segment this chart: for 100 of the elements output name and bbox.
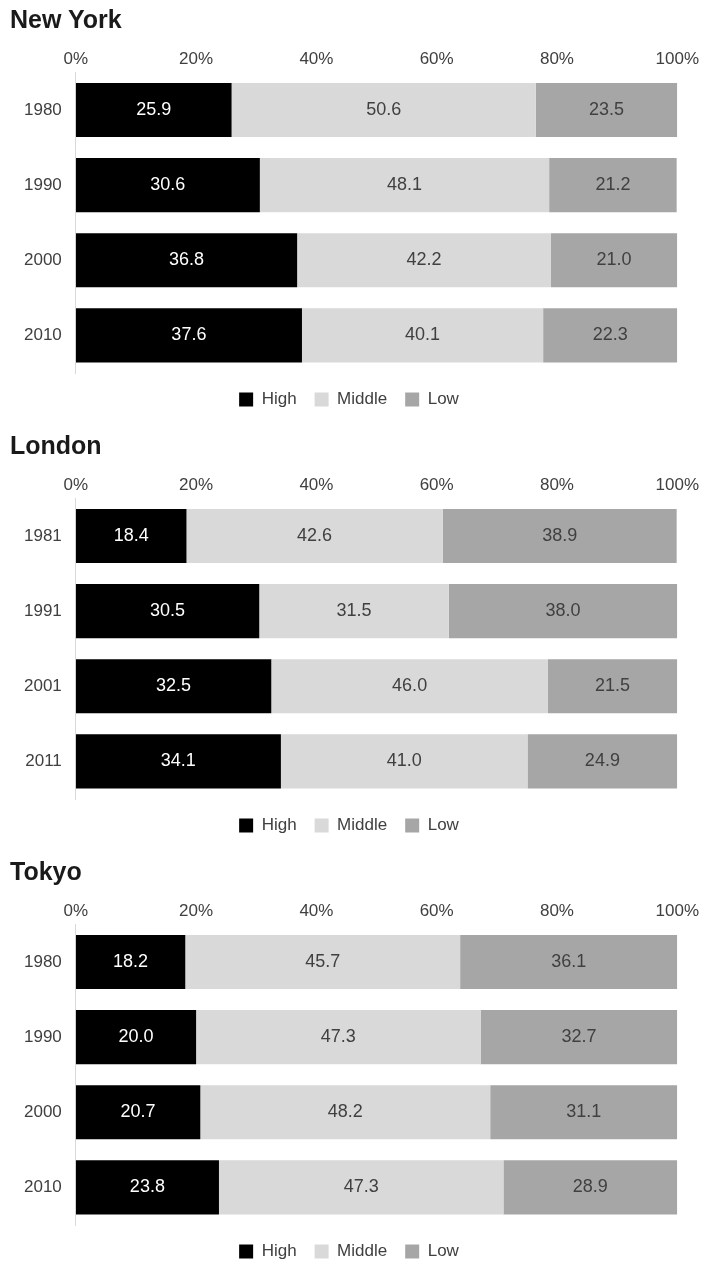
- bar: [549, 158, 677, 213]
- data-label: 45.7: [305, 950, 341, 971]
- data-label: 41.0: [386, 750, 422, 771]
- data-label: 21.5: [595, 675, 631, 696]
- x-tick-label: 40%: [299, 474, 334, 494]
- x-tick-label: 40%: [299, 48, 334, 68]
- y-tick-label: 1990: [23, 1026, 62, 1046]
- x-tick-label: 20%: [179, 48, 214, 68]
- y-tick-label: 2000: [23, 249, 62, 269]
- y-tick-label: 2010: [23, 325, 62, 345]
- data-label: 22.3: [592, 324, 628, 345]
- y-tick-label: 1991: [23, 600, 62, 620]
- legend-label: Low: [427, 815, 460, 835]
- y-tick-label: 1980: [23, 99, 62, 119]
- x-tick-label: 0%: [63, 48, 89, 68]
- x-tick-label: 60%: [419, 900, 454, 920]
- bar: [75, 934, 186, 990]
- x-tick-label: 100%: [655, 48, 699, 68]
- data-label: 42.6: [297, 524, 333, 545]
- data-label: 23.8: [129, 1176, 165, 1197]
- data-label: 48.2: [327, 1101, 363, 1122]
- legend-label: Middle: [337, 815, 388, 835]
- y-tick-label: 2001: [23, 675, 62, 695]
- bar: [448, 584, 678, 639]
- bar: [480, 1010, 678, 1065]
- bar: [490, 1085, 678, 1140]
- bar: [527, 734, 678, 789]
- bar: [75, 1010, 197, 1065]
- bar: [75, 82, 232, 138]
- x-tick-label: 20%: [179, 900, 214, 920]
- data-label: 37.6: [171, 324, 207, 345]
- chart-title: Tokyo: [10, 856, 82, 885]
- y-tick-label: 1981: [23, 525, 62, 545]
- data-label: 25.9: [136, 98, 172, 119]
- data-label: 46.0: [392, 675, 428, 696]
- bar: [75, 1160, 219, 1215]
- x-tick-label: 20%: [179, 474, 214, 494]
- y-tick-label: 2010: [23, 1177, 62, 1197]
- bar: [301, 308, 544, 363]
- bar: [196, 1010, 481, 1065]
- x-tick-label: 80%: [539, 48, 574, 68]
- bar: [75, 584, 260, 639]
- bar: [75, 734, 281, 789]
- bar: [271, 659, 548, 714]
- data-label: 31.1: [566, 1101, 602, 1122]
- data-label: 21.2: [595, 174, 631, 195]
- x-tick-label: 0%: [63, 474, 89, 494]
- bar: [259, 158, 550, 213]
- data-label: 21.0: [596, 249, 632, 270]
- y-tick-label: 2000: [23, 1101, 62, 1121]
- legend-label: Middle: [337, 389, 388, 409]
- bar: [186, 508, 443, 564]
- data-label: 31.5: [336, 600, 372, 621]
- data-label: 47.3: [320, 1026, 356, 1047]
- bar: [75, 308, 302, 363]
- bar: [75, 233, 298, 288]
- data-label: 36.1: [551, 950, 587, 971]
- bar: [75, 508, 187, 564]
- bar: [442, 508, 677, 564]
- data-label: 38.9: [542, 524, 578, 545]
- data-label: 18.2: [113, 950, 149, 971]
- data-label: 38.0: [545, 600, 581, 621]
- data-label: 24.9: [584, 750, 620, 771]
- data-label: 20.0: [118, 1026, 154, 1047]
- bar: [259, 584, 449, 639]
- x-tick-label: 80%: [539, 474, 574, 494]
- data-label: 42.2: [406, 249, 442, 270]
- data-label: 20.7: [120, 1101, 156, 1122]
- x-tick-label: 80%: [539, 900, 574, 920]
- x-tick-label: 0%: [63, 900, 89, 920]
- data-label: 32.5: [156, 675, 192, 696]
- bar: [543, 308, 678, 363]
- bar: [297, 233, 551, 288]
- x-tick-label: 100%: [655, 900, 699, 920]
- data-label: 28.9: [572, 1176, 608, 1197]
- legend-label: Middle: [337, 1241, 388, 1261]
- data-label: 23.5: [589, 98, 625, 119]
- chart-title: New York: [10, 4, 122, 33]
- x-tick-label: 40%: [299, 900, 334, 920]
- data-label: 50.6: [366, 98, 402, 119]
- bar: [75, 158, 260, 213]
- data-label: 47.3: [343, 1176, 379, 1197]
- x-tick-label: 60%: [419, 474, 454, 494]
- bar: [231, 82, 536, 138]
- bar: [185, 934, 461, 990]
- data-label: 48.1: [386, 174, 423, 195]
- data-label: 32.7: [561, 1026, 597, 1047]
- bar: [503, 1160, 678, 1215]
- chart-title: London: [10, 430, 102, 459]
- y-tick-label: 1980: [23, 951, 62, 971]
- bar: [460, 934, 678, 990]
- bar: [218, 1160, 504, 1215]
- bar: [75, 659, 272, 714]
- x-tick-label: 60%: [419, 48, 454, 68]
- data-label: 40.1: [405, 324, 441, 345]
- data-label: 18.4: [113, 524, 149, 545]
- legend-label: Low: [427, 1241, 460, 1261]
- legend-label: Low: [427, 389, 460, 409]
- data-label: 34.1: [160, 750, 196, 771]
- legend-label: High: [261, 815, 297, 835]
